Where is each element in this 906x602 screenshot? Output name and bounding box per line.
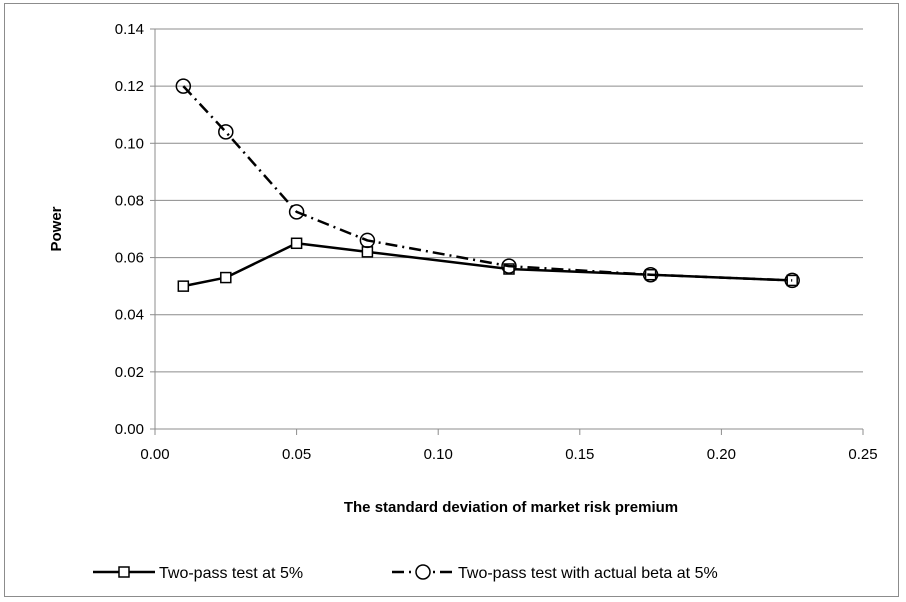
point-circle-5: [642, 266, 659, 283]
point-circle-4: [501, 258, 517, 274]
legend-label-two-pass: Two-pass test at 5%: [159, 565, 303, 582]
y-tick-label-1: 0.02: [115, 364, 144, 381]
point-circle-2: [288, 204, 305, 220]
point-square-2: [290, 237, 303, 250]
x-tick-label-0: 0.00: [140, 446, 169, 463]
axes: [150, 28, 864, 435]
y-tick-labels: 0.00 0.02 0.04 0.06 0.08 0.10 0.12 0.14: [115, 21, 144, 438]
legend-item-actual-beta: Two-pass test with actual beta at 5%: [392, 564, 718, 582]
point-square-3: [361, 246, 374, 258]
point-square-4: [503, 263, 515, 275]
x-tick-label-1: 0.05: [282, 446, 311, 463]
legend-square-marker: [118, 566, 130, 578]
series-line-0: [183, 242, 793, 288]
y-tick-label-7: 0.14: [115, 21, 144, 38]
y-tick-label-3: 0.06: [115, 250, 144, 267]
x-tick-label-5: 0.25: [848, 446, 877, 463]
point-circle-0: [175, 78, 192, 94]
legend-circle-marker: [415, 564, 431, 580]
series-line-1: [182, 85, 793, 282]
legend-label-actual-beta: Two-pass test with actual beta at 5%: [458, 565, 718, 582]
point-circle-1: [218, 124, 234, 140]
legend: Two-pass test at 5% Two-pass test with a…: [93, 564, 718, 582]
y-tick-label-2: 0.04: [115, 307, 144, 324]
y-tick-label-6: 0.12: [115, 78, 144, 95]
chart-frame: [4, 3, 899, 597]
y-tick-label-5: 0.10: [115, 135, 144, 152]
y-tick-label-4: 0.08: [115, 192, 144, 209]
point-circle-6: [784, 272, 800, 289]
x-tick-labels: 0.00 0.05 0.10 0.15 0.20 0.25: [140, 446, 877, 463]
y-axis-title: Power: [48, 206, 65, 251]
y-tick-label-0: 0.00: [115, 421, 144, 438]
point-square-1: [220, 271, 232, 284]
point-circle-3: [359, 232, 376, 249]
x-axis-title: The standard deviation of market risk pr…: [344, 499, 678, 516]
point-square-0: [177, 280, 190, 292]
legend-item-two-pass: Two-pass test at 5%: [93, 565, 303, 582]
gridlines: [155, 28, 863, 373]
x-tick-label-2: 0.10: [424, 446, 453, 463]
series-group: [175, 78, 800, 292]
x-tick-label-4: 0.20: [707, 446, 736, 463]
x-tick-label-3: 0.15: [565, 446, 594, 463]
